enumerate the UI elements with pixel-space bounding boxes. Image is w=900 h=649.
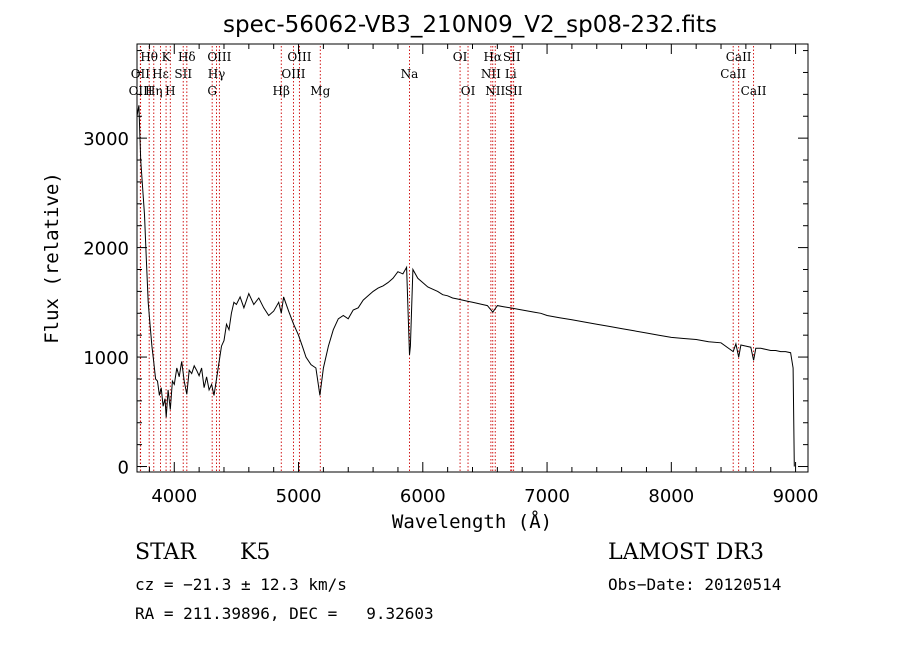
- plot-frame: [136, 43, 809, 473]
- line-label: H: [165, 84, 175, 98]
- line-label: OIII: [287, 50, 311, 64]
- y-tick-label: 3000: [83, 129, 129, 150]
- line-label: NII: [481, 67, 501, 81]
- line-markers: [139, 46, 755, 472]
- y-axis-ticks: 0 1000 2000 3000: [83, 50, 808, 479]
- x-tick-label: 7000: [524, 486, 570, 507]
- line-label: K: [162, 50, 172, 64]
- line-label: CaII: [726, 50, 752, 64]
- line-label: Hα: [483, 50, 502, 64]
- y-tick-label: 0: [118, 458, 129, 479]
- chart-title: spec-56062-VB3_210N09_V2_sp08-232.fits: [223, 12, 717, 38]
- line-label: CaII: [741, 84, 767, 98]
- redshift-text: cz = −21.3 ± 12.3 km/s: [135, 575, 347, 594]
- line-label: OIII: [207, 50, 231, 64]
- line-label: Mg: [310, 84, 330, 98]
- x-tick-label: 9000: [773, 486, 819, 507]
- x-tick-label: 8000: [648, 486, 694, 507]
- line-label: Hδ: [178, 50, 196, 64]
- line-label: Hθ: [140, 50, 158, 64]
- line-label: SII: [505, 84, 523, 98]
- x-axis-label: Wavelength (Å): [392, 510, 552, 533]
- line-label: OIII: [129, 84, 153, 98]
- line-label: SII: [174, 67, 192, 81]
- x-tick-label: 4000: [151, 486, 197, 507]
- coordinates-text: RA = 211.39896, DEC = 9.32603: [135, 604, 434, 623]
- line-label: SII: [503, 50, 521, 64]
- line-label: OIII: [281, 67, 305, 81]
- line-label: Hη: [145, 84, 163, 98]
- y-tick-label: 2000: [83, 239, 129, 260]
- survey-label: LAMOST DR3: [608, 540, 764, 565]
- line-label: Na: [401, 67, 419, 81]
- line-label: Hε: [152, 67, 169, 81]
- obs-date-text: Obs−Date: 20120514: [608, 575, 782, 594]
- line-label: Li: [505, 67, 517, 81]
- line-label: OI: [461, 84, 476, 98]
- line-label: OI: [453, 50, 468, 64]
- y-axis-label: Flux (relative): [41, 172, 63, 344]
- subclass: K5: [240, 540, 271, 565]
- line-label: OII: [131, 67, 151, 81]
- spectrum-line: [136, 105, 795, 467]
- x-axis-ticks: 4000 5000 6000 7000 8000 9000: [148, 44, 819, 507]
- line-label: Hβ: [273, 84, 290, 98]
- x-tick-label: 6000: [400, 486, 446, 507]
- line-label: CaII: [720, 67, 746, 81]
- x-tick-label: 5000: [276, 486, 322, 507]
- line-labels: Hθ OII OIII K Hε Hη H SII Hδ OIII Hγ G Hβ OIII OIII Mg N…: [129, 50, 767, 98]
- line-label: G: [207, 84, 217, 98]
- object-class: STAR: [135, 540, 196, 565]
- line-label: NII: [485, 84, 505, 98]
- line-label: Hγ: [208, 67, 226, 81]
- y-tick-label: 1000: [83, 348, 129, 369]
